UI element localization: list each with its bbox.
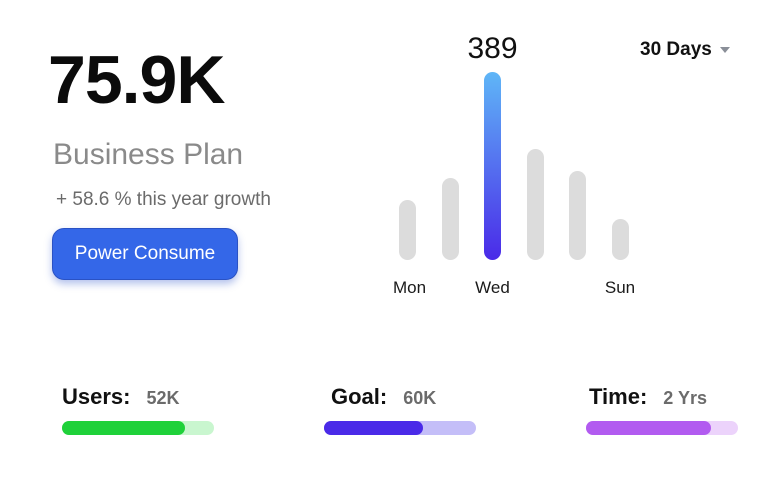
- goal-progress-bar: [324, 421, 476, 435]
- time-progress-fill: [586, 421, 711, 435]
- chart-bar: [569, 171, 586, 260]
- chart-day-label: Mon: [392, 278, 427, 297]
- chart-bar: [526, 149, 544, 260]
- time-progress-bar: [586, 421, 738, 435]
- stat-label: Time:: [589, 384, 648, 409]
- stat-label: Users:: [62, 384, 131, 409]
- big-value: 75.9K: [48, 42, 225, 118]
- stat-value: 2 Yrs: [663, 388, 707, 408]
- goal-progress-fill: [324, 421, 423, 435]
- range-selector[interactable]: 30 Days: [640, 38, 730, 62]
- caret-down-icon: [719, 47, 730, 53]
- plan-title: Business Plan: [53, 138, 244, 171]
- chart-day-label: Sun: [604, 278, 636, 297]
- users-progress-bar: [62, 421, 214, 435]
- stat-label: Goal:: [331, 384, 388, 409]
- chart-bar-highlighted: [484, 72, 501, 260]
- users-progress-fill: [62, 421, 186, 435]
- chart-bar: [399, 200, 416, 260]
- chart-peak-value: 389: [467, 32, 518, 65]
- stat-value: 60K: [403, 388, 437, 408]
- chart-bar: [441, 178, 459, 260]
- stat-time: Time: 2 Yrs: [586, 384, 738, 435]
- weekly-bar-chart: 389 Mon Wed Sun: [380, 30, 650, 310]
- power-consume-button[interactable]: Power Consume: [52, 228, 238, 280]
- stat-users: Users: 52K: [62, 384, 214, 435]
- range-selector-label: 30 Days: [640, 39, 712, 60]
- stat-value: 52K: [146, 388, 180, 408]
- chart-bar: [611, 219, 629, 260]
- chart-day-label: Wed: [475, 278, 510, 297]
- growth-text: + 58.6 % this year growth: [56, 189, 271, 210]
- stat-goal: Goal: 60K: [324, 384, 476, 435]
